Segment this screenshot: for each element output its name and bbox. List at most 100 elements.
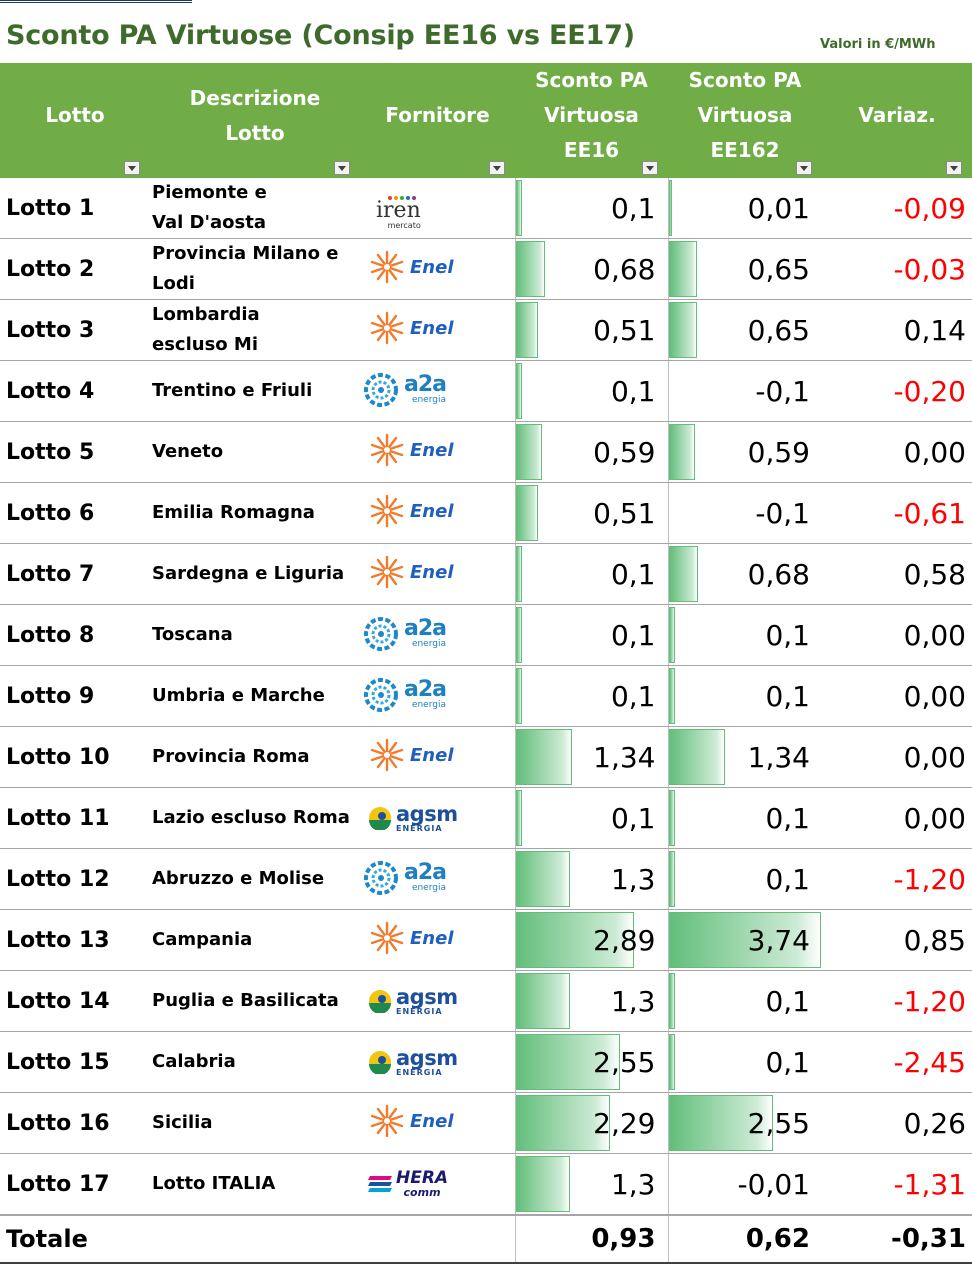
header-ee16[interactable]: Sconto PA Virtuosa EE16 (515, 63, 668, 178)
ee16-cell[interactable]: 1,3 (514, 970, 668, 1032)
ee16-cell[interactable]: 0,51 (514, 482, 668, 544)
descrizione-cell[interactable]: Provincia Milano e Lodi (150, 238, 360, 300)
variaz-cell[interactable]: -2,45 (822, 1031, 972, 1093)
fornitore-cell[interactable]: Enel (360, 299, 515, 361)
ee17-cell[interactable]: -0,1 (667, 482, 822, 544)
header-lotto[interactable]: Lotto (0, 63, 150, 178)
lotto-cell[interactable]: Lotto 5 (0, 421, 150, 483)
descrizione-cell[interactable]: Calabria (150, 1031, 360, 1093)
fornitore-cell[interactable]: a2a energia (360, 848, 515, 910)
lotto-cell[interactable]: Lotto 7 (0, 543, 150, 605)
descrizione-cell[interactable]: Provincia Roma (150, 726, 360, 788)
ee16-cell[interactable]: 1,34 (514, 726, 668, 788)
lotto-cell[interactable]: Lotto 2 (0, 238, 150, 300)
fornitore-cell[interactable]: iren mercato (360, 178, 515, 239)
ee17-cell[interactable]: 0,1 (667, 604, 822, 666)
lotto-cell[interactable]: Lotto 14 (0, 970, 150, 1032)
filter-dropdown-icon[interactable] (489, 161, 505, 175)
totale-variaz[interactable]: -0,31 (822, 1214, 972, 1264)
totale-ee16[interactable]: 0,93 (514, 1214, 668, 1264)
descrizione-cell[interactable]: Emilia Romagna (150, 482, 360, 544)
filter-dropdown-icon[interactable] (946, 161, 962, 175)
header-ee17[interactable]: Sconto PA Virtuosa EE162 (668, 63, 822, 178)
descrizione-cell[interactable]: Veneto (150, 421, 360, 483)
fornitore-cell[interactable]: Enel (360, 909, 515, 971)
ee17-cell[interactable]: 0,59 (667, 421, 822, 483)
lotto-cell[interactable]: Lotto 12 (0, 848, 150, 910)
fornitore-cell[interactable]: agsm ENERGIA (360, 970, 515, 1032)
descrizione-cell[interactable]: Toscana (150, 604, 360, 666)
totale-ee17[interactable]: 0,62 (667, 1214, 822, 1264)
fornitore-cell[interactable]: HERA comm (360, 1153, 515, 1216)
filter-dropdown-icon[interactable] (796, 161, 812, 175)
lotto-cell[interactable]: Lotto 17 (0, 1153, 150, 1216)
variaz-cell[interactable]: -0,61 (822, 482, 972, 544)
lotto-cell[interactable]: Lotto 4 (0, 360, 150, 422)
fornitore-cell[interactable]: agsm ENERGIA (360, 787, 515, 849)
ee16-cell[interactable]: 2,29 (514, 1092, 668, 1154)
header-variaz[interactable]: Variaz. (822, 63, 972, 178)
descrizione-cell[interactable]: Trentino e Friuli (150, 360, 360, 422)
fornitore-cell[interactable]: a2a energia (360, 360, 515, 422)
ee16-cell[interactable]: 1,3 (514, 1153, 668, 1216)
ee17-cell[interactable]: 2,55 (667, 1092, 822, 1154)
filter-dropdown-icon[interactable] (124, 161, 140, 175)
descrizione-cell[interactable]: Sardegna e Liguria (150, 543, 360, 605)
descrizione-cell[interactable]: Lotto ITALIA (150, 1153, 360, 1216)
filter-dropdown-icon[interactable] (642, 161, 658, 175)
variaz-cell[interactable]: -0,03 (822, 238, 972, 300)
ee16-cell[interactable]: 0,1 (514, 360, 668, 422)
lotto-cell[interactable]: Lotto 8 (0, 604, 150, 666)
ee16-cell[interactable]: 0,68 (514, 238, 668, 300)
variaz-cell[interactable]: 0,85 (822, 909, 972, 971)
variaz-cell[interactable]: 0,00 (822, 421, 972, 483)
lotto-cell[interactable]: Lotto 3 (0, 299, 150, 361)
fornitore-cell[interactable]: Enel (360, 421, 515, 483)
ee16-cell[interactable]: 2,89 (514, 909, 668, 971)
lotto-cell[interactable]: Lotto 13 (0, 909, 150, 971)
descrizione-cell[interactable]: Abruzzo e Molise (150, 848, 360, 910)
ee16-cell[interactable]: 0,59 (514, 421, 668, 483)
variaz-cell[interactable]: 0,00 (822, 726, 972, 788)
fornitore-cell[interactable]: agsm ENERGIA (360, 1031, 515, 1093)
fornitore-cell[interactable]: Enel (360, 726, 515, 788)
lotto-cell[interactable]: Lotto 15 (0, 1031, 150, 1093)
fornitore-cell[interactable]: Enel (360, 238, 515, 300)
variaz-cell[interactable]: -0,20 (822, 360, 972, 422)
fornitore-cell[interactable]: a2a energia (360, 604, 515, 666)
ee16-cell[interactable]: 0,1 (514, 178, 668, 239)
variaz-cell[interactable]: 0,26 (822, 1092, 972, 1154)
ee16-cell[interactable]: 0,1 (514, 543, 668, 605)
variaz-cell[interactable]: -1,31 (822, 1153, 972, 1216)
ee16-cell[interactable]: 2,55 (514, 1031, 668, 1093)
descrizione-cell[interactable]: Lombardia escluso Mi (150, 299, 360, 361)
lotto-cell[interactable]: Lotto 16 (0, 1092, 150, 1154)
lotto-cell[interactable]: Lotto 11 (0, 787, 150, 849)
fornitore-cell[interactable]: Enel (360, 543, 515, 605)
lotto-cell[interactable]: Lotto 10 (0, 726, 150, 788)
header-descrizione[interactable]: Descrizione Lotto (150, 63, 360, 178)
fornitore-cell[interactable]: Enel (360, 482, 515, 544)
ee16-cell[interactable]: 0,1 (514, 787, 668, 849)
ee16-cell[interactable]: 1,3 (514, 848, 668, 910)
variaz-cell[interactable]: 0,00 (822, 665, 972, 727)
ee17-cell[interactable]: 0,01 (667, 178, 822, 239)
variaz-cell[interactable]: -1,20 (822, 848, 972, 910)
ee16-cell[interactable]: 0,1 (514, 604, 668, 666)
descrizione-cell[interactable]: Lazio escluso Roma (150, 787, 360, 849)
variaz-cell[interactable]: -0,09 (822, 178, 972, 239)
descrizione-cell[interactable]: Campania (150, 909, 360, 971)
ee17-cell[interactable]: 0,68 (667, 543, 822, 605)
variaz-cell[interactable]: 0,58 (822, 543, 972, 605)
filter-dropdown-icon[interactable] (334, 161, 350, 175)
fornitore-cell[interactable]: a2a energia (360, 665, 515, 727)
ee17-cell[interactable]: 0,1 (667, 970, 822, 1032)
ee17-cell[interactable]: 0,65 (667, 299, 822, 361)
variaz-cell[interactable]: -1,20 (822, 970, 972, 1032)
descrizione-cell[interactable]: Umbria e Marche (150, 665, 360, 727)
ee17-cell[interactable]: 0,1 (667, 1031, 822, 1093)
ee17-cell[interactable]: 3,74 (667, 909, 822, 971)
descrizione-cell[interactable]: Sicilia (150, 1092, 360, 1154)
variaz-cell[interactable]: 0,00 (822, 604, 972, 666)
ee17-cell[interactable]: 0,65 (667, 238, 822, 300)
